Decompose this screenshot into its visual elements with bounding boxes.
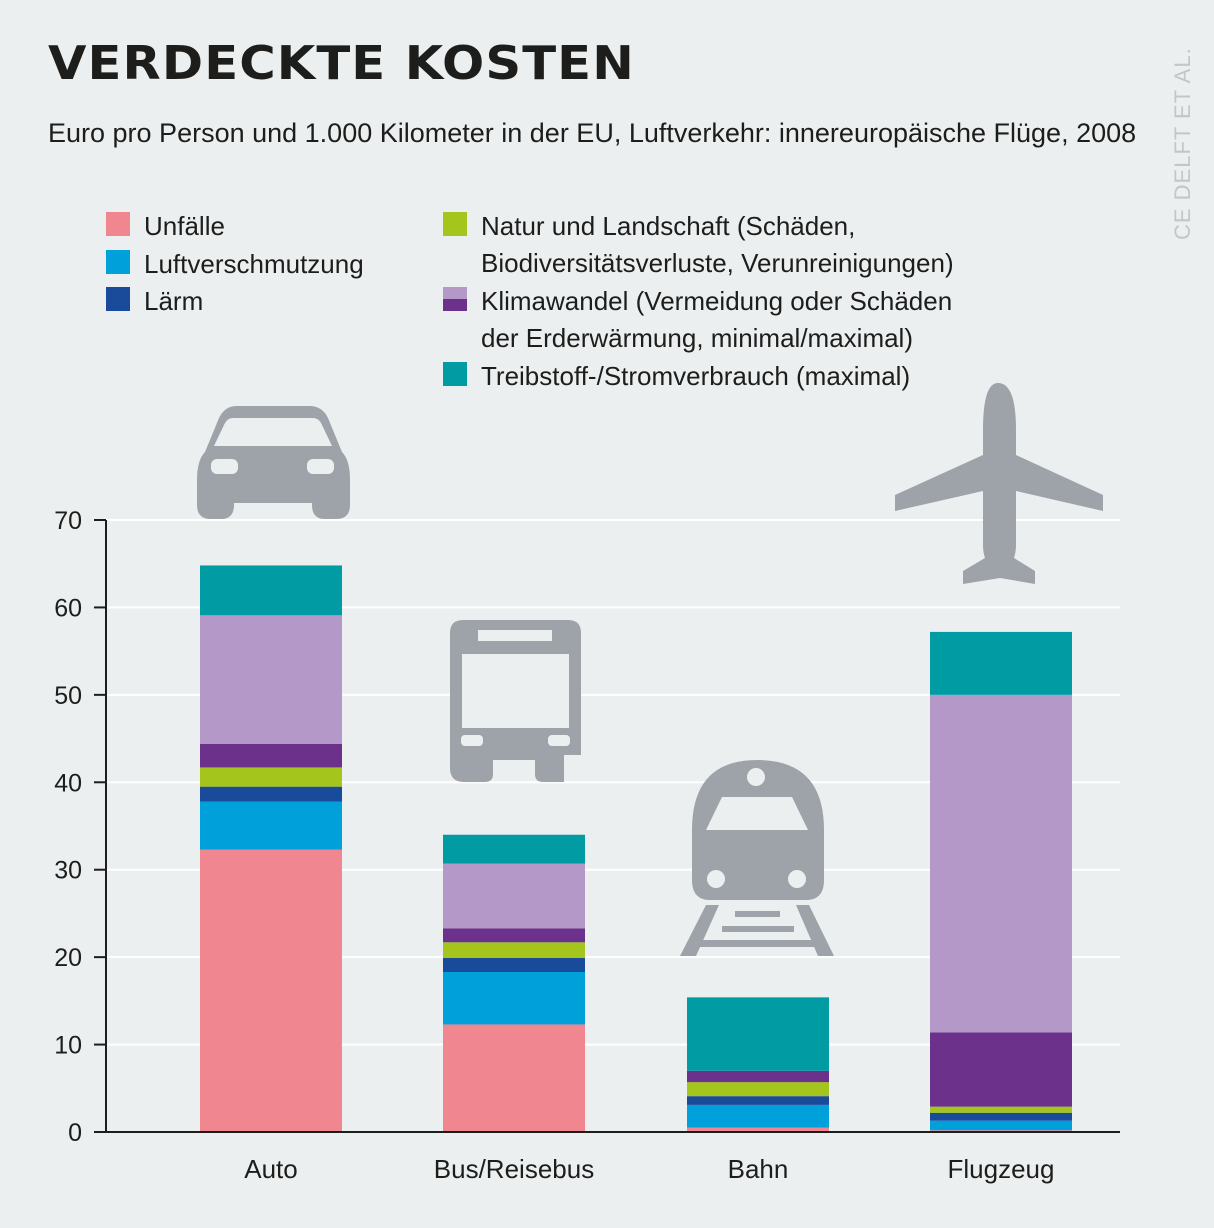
- bar-segment: [930, 1106, 1072, 1113]
- chart-title: VERDECKTE KOSTEN: [48, 36, 635, 90]
- y-tick-label: 20: [54, 944, 82, 972]
- bar-segment: [930, 1032, 1072, 1107]
- bar-segment: [443, 972, 585, 1025]
- legend-label-klimawandel: Klimawandel (Vermeidung oder Schäden: [481, 286, 953, 316]
- bars: [106, 565, 1120, 1133]
- bar-segment: [687, 1096, 829, 1105]
- bar-segment: [930, 694, 1072, 1033]
- bar-segment: [687, 1070, 829, 1083]
- bar-segment: [930, 1120, 1072, 1131]
- chart-subtitle: Euro pro Person und 1.000 Kilometer in d…: [48, 118, 1137, 148]
- category-label: Flugzeug: [948, 1154, 1055, 1184]
- y-tick-label: 60: [54, 594, 82, 622]
- bar-segment: [200, 767, 342, 787]
- category-labels: Auto Bus/Reisebus Bahn Flugzeug: [244, 1154, 1054, 1184]
- bar-segment: [930, 1112, 1072, 1121]
- bar-segment: [687, 1127, 829, 1132]
- legend-label-unfaelle: Unfälle: [144, 211, 225, 241]
- car-icon: [197, 406, 350, 519]
- category-label: Auto: [244, 1154, 298, 1184]
- y-tick-label: 0: [68, 1119, 82, 1147]
- legend-label-treibstoff: Treibstoff-/Stromverbrauch (maximal): [481, 361, 911, 391]
- bar-segment: [200, 615, 342, 744]
- legend-label-klimawandel-line2: der Erderwärmung, minimal/maximal): [481, 323, 913, 353]
- y-tick-label: 50: [54, 682, 82, 710]
- legend-swatch-treibstoff: [443, 362, 467, 386]
- category-label: Bahn: [728, 1154, 789, 1184]
- legend-label-luftverschmutzung: Luftverschmutzung: [144, 249, 364, 279]
- y-tick-label: 10: [54, 1032, 82, 1060]
- airplane-icon: [895, 383, 1103, 584]
- legend-swatch-natur: [443, 212, 467, 236]
- bar-segment: [443, 863, 585, 929]
- category-label: Bus/Reisebus: [434, 1154, 594, 1184]
- bar-segment: [200, 743, 342, 768]
- bar-segment: [200, 801, 342, 850]
- y-tick-label: 70: [54, 507, 82, 535]
- legend-item-natur: Natur und Landschaft (Schäden, Biodivers…: [443, 208, 954, 282]
- legend-label-natur: Natur und Landschaft (Schäden,: [481, 211, 856, 241]
- bar-segment: [443, 958, 585, 973]
- legend-swatch-unfaelle: [106, 212, 130, 236]
- bus-icon: [450, 620, 581, 782]
- legend-item-treibstoff: Treibstoff-/Stromverbrauch (maximal): [443, 358, 910, 395]
- legend-label-laerm: Lärm: [144, 286, 204, 316]
- bar-segment: [930, 631, 1072, 695]
- legend-swatch-laerm: [106, 287, 130, 311]
- y-tick-label: 40: [54, 769, 82, 797]
- bar-segment: [443, 834, 585, 864]
- bar-segment: [200, 565, 342, 616]
- y-tick-label: 30: [54, 857, 82, 885]
- legend-label-natur-line2: Biodiversitätsverluste, Verunreinigungen…: [481, 248, 954, 278]
- legend-swatch-luftverschmutzung: [106, 250, 130, 274]
- bar-segment: [687, 997, 829, 1071]
- legend-item-klimawandel: Klimawandel (Vermeidung oder Schäden der…: [443, 283, 952, 357]
- bar-segment: [687, 1104, 829, 1128]
- legend-item-luftverschmutzung: Luftverschmutzung: [106, 246, 364, 283]
- bar-segment: [443, 1024, 585, 1132]
- legend-item-unfaelle: Unfälle: [106, 208, 225, 245]
- bar-segment: [443, 942, 585, 959]
- bar-segment: [200, 849, 342, 1132]
- legend-item-laerm: Lärm: [106, 283, 203, 320]
- y-tick-labels: 0 10 20 30 40 50 60 70: [54, 507, 107, 1147]
- bar-segment: [443, 928, 585, 943]
- bar-segment: [200, 786, 342, 802]
- legend-swatch-klimawandel: [443, 287, 467, 311]
- bar-segment: [687, 1082, 829, 1097]
- train-icon: [680, 760, 834, 956]
